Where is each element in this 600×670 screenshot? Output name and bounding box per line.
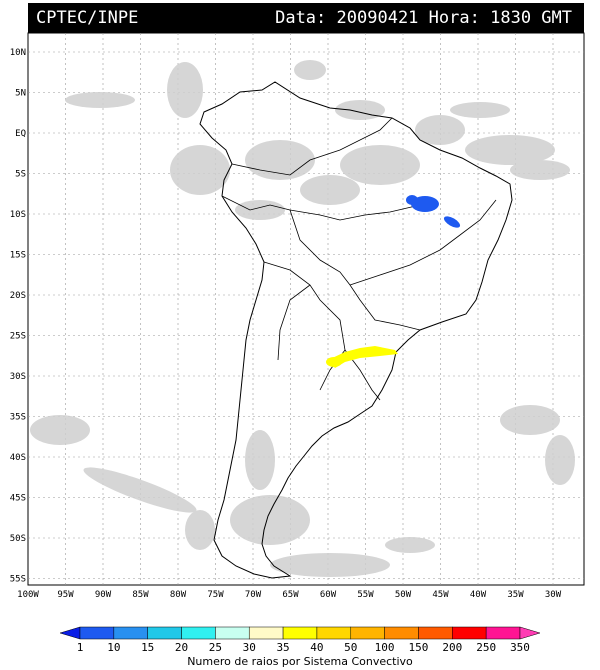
colorbar-value: 20 [175,641,188,654]
colorbar-cell [215,626,250,640]
colorbar-cell [113,626,148,640]
time-value: 1830 GMT [490,8,572,28]
colorbar-cell [350,626,385,640]
country-borders [221,117,497,401]
colorbar-value: 25 [209,641,222,654]
lon-label: 85W [132,590,149,600]
lat-label: 55S [10,575,26,585]
lon-label: 90W [95,590,112,600]
longitude-labels: 100W 95W 90W 85W 80W 75W 70W 65W 60W 55W 50W 45W 40W… [17,590,562,600]
time-label: Hora: [428,8,480,28]
lightning-system-blue [406,195,461,228]
colorbar-cell [452,626,487,640]
colorbar-value: 350 [510,641,530,654]
lat-label: 30S [10,372,26,382]
colorbar-cell [418,626,453,640]
colorbar-cell [59,626,81,640]
lon-label: 50W [395,590,412,600]
lon-label: 30W [545,590,562,600]
colorbar-cell [485,626,521,640]
source-label: CPTEC/INPE [36,8,139,28]
colorbar-value: 10 [107,641,120,654]
latitude-labels: 10N 5N EQ 5S 10S 15S 20S 25S 30S 35S 40S 45S 50S 55S [10,48,26,585]
lon-label: 40W [470,590,487,600]
colorbar-value: 30 [243,641,256,654]
colorbar-cell [519,626,541,640]
lat-label: 20S [10,291,26,301]
colorbar-value: 200 [442,641,462,654]
lon-label: 55W [357,590,374,600]
lat-label: 40S [10,453,26,463]
lon-label: 35W [507,590,524,600]
colorbar-cell [384,626,419,640]
colorbar-value: 1 [77,641,84,654]
gridlines [28,33,584,585]
lat-label: 5S [15,170,26,180]
south-america-coastline [199,81,513,579]
colorbar-value: 50 [344,641,357,654]
lat-label: EQ [15,129,26,139]
colorbar-value: 250 [476,641,496,654]
date-label: Data: [275,8,327,28]
lon-label: 100W [17,590,39,600]
lon-label: 70W [245,590,262,600]
colorbar-value: 150 [409,641,429,654]
lat-label: 25S [10,332,26,342]
colorbar-value: 40 [310,641,323,654]
lon-label: 60W [320,590,337,600]
colorbar-value: 35 [276,641,289,654]
colorbar-labels: 1 10 15 20 25 30 35 40 50 100 150 200 250 350 [77,641,530,654]
colorbar-cell [282,626,318,640]
colorbar-cell [248,626,284,640]
colorbar-title: Numero de raios por Sistema Convectivo [187,655,413,668]
colorbar-cell [181,626,216,640]
lightning-system-yellow [326,346,398,368]
lat-label: 50S [10,534,26,544]
lat-label: 35S [10,413,26,423]
lat-label: 10S [10,210,26,220]
map-header: CPTEC/INPE Data: 20090421 Hora: 1830 GMT [28,3,584,33]
lon-label: 65W [282,590,299,600]
colorbar-value: 100 [375,641,395,654]
lat-label: 5N [15,89,26,99]
colorbar-cell [316,626,352,640]
colorbar-cell [79,626,115,640]
timestamp: Data: 20090421 Hora: 1830 GMT [275,3,572,33]
lon-label: 95W [57,590,74,600]
colorbar [59,626,541,640]
lat-label: 10N [10,48,26,58]
colorbar-value: 15 [141,641,154,654]
cloud-cover [30,60,575,577]
lon-label: 45W [432,590,449,600]
date-value: 20090421 [336,8,419,28]
lon-label: 75W [207,590,224,600]
lon-label: 80W [170,590,187,600]
lat-label: 45S [10,494,26,504]
colorbar-cell [147,626,182,640]
lat-label: 15S [10,251,26,261]
